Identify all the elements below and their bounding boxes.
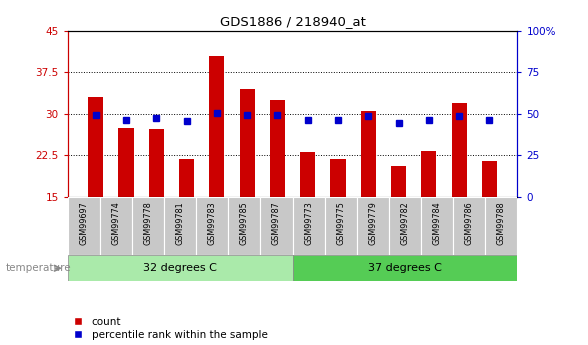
Text: GSM99774: GSM99774 <box>111 201 121 245</box>
Bar <box>330 159 346 197</box>
Bar <box>239 89 255 197</box>
Bar <box>68 255 293 281</box>
Text: GSM99784: GSM99784 <box>433 201 442 245</box>
Bar <box>260 197 292 255</box>
Title: GDS1886 / 218940_at: GDS1886 / 218940_at <box>219 16 366 29</box>
Bar <box>421 197 453 255</box>
Bar <box>88 97 103 197</box>
Bar <box>293 197 325 255</box>
Text: GSM99786: GSM99786 <box>465 201 474 245</box>
Text: GSM99787: GSM99787 <box>272 201 281 245</box>
Bar <box>164 197 196 255</box>
Bar <box>452 103 467 197</box>
Bar <box>179 159 194 197</box>
Text: GSM99783: GSM99783 <box>208 201 217 245</box>
Legend: count, percentile rank within the sample: count, percentile rank within the sample <box>73 317 268 340</box>
Text: GSM99788: GSM99788 <box>497 201 506 245</box>
Text: GSM99773: GSM99773 <box>304 201 313 245</box>
Bar <box>68 197 100 255</box>
Text: GSM99778: GSM99778 <box>143 201 152 245</box>
Bar <box>270 100 285 197</box>
Text: GSM99775: GSM99775 <box>336 201 345 245</box>
Text: GSM99782: GSM99782 <box>400 201 409 245</box>
Bar <box>149 129 164 197</box>
Text: GSM99697: GSM99697 <box>79 201 88 245</box>
Text: GSM99785: GSM99785 <box>240 201 249 245</box>
Text: 37 degrees C: 37 degrees C <box>368 263 442 273</box>
Text: GSM99781: GSM99781 <box>176 201 185 245</box>
Bar <box>209 56 225 197</box>
Bar <box>132 197 164 255</box>
Bar <box>357 197 389 255</box>
Bar <box>100 197 132 255</box>
Bar <box>482 161 497 197</box>
Text: GSM99779: GSM99779 <box>368 201 377 245</box>
Bar <box>421 151 436 197</box>
Bar <box>360 111 376 197</box>
Bar <box>325 197 357 255</box>
Text: temperature: temperature <box>6 263 72 273</box>
Bar <box>300 152 315 197</box>
Bar <box>453 197 485 255</box>
Bar <box>485 197 517 255</box>
Bar <box>228 197 260 255</box>
Bar <box>196 197 228 255</box>
Bar <box>293 255 517 281</box>
Text: 32 degrees C: 32 degrees C <box>143 263 217 273</box>
Bar <box>391 166 406 197</box>
Bar <box>118 128 133 197</box>
Bar <box>389 197 421 255</box>
